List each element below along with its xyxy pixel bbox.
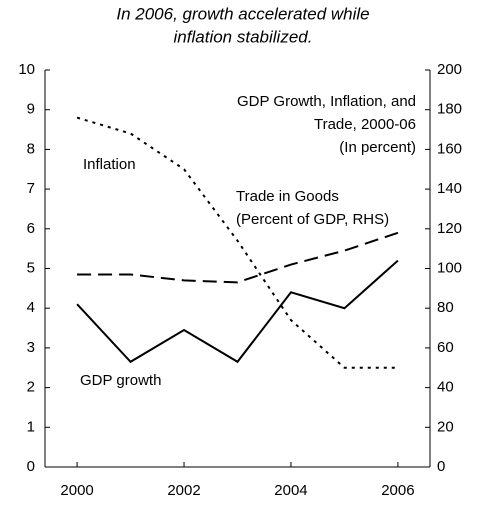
- series-label: GDP growth: [80, 372, 161, 389]
- y2-tick-label: 140: [437, 180, 462, 197]
- y2-tick-label: 40: [437, 379, 454, 396]
- subtitle: (In percent): [339, 139, 416, 156]
- y2-tick-label: 160: [437, 140, 462, 157]
- subtitle: Trade, 2000-06: [314, 116, 416, 133]
- y-tick-label: 7: [27, 180, 35, 197]
- y2-tick-label: 200: [437, 61, 462, 78]
- series-label: Trade in Goods (Percent of GDP, RHS): [236, 188, 389, 228]
- x-tick-label: 2004: [274, 482, 307, 499]
- series-line: [76, 259, 399, 364]
- y2-tick-label: 20: [437, 418, 454, 435]
- series-label: Inflation: [83, 156, 136, 173]
- y-tick-label: 8: [27, 140, 35, 157]
- y-tick-label: 0: [27, 458, 35, 475]
- x-tick-label: 2006: [381, 482, 414, 499]
- y2-tick-label: 0: [437, 458, 445, 475]
- y2-tick-label: 60: [437, 339, 454, 356]
- y-tick-label: 3: [27, 339, 35, 356]
- series-line: [76, 116, 398, 369]
- chart-title: inflation stabilized.: [174, 27, 313, 46]
- y-tick-label: 1: [27, 418, 35, 435]
- chart-title: In 2006, growth accelerated while: [116, 4, 369, 23]
- y2-tick-label: 180: [437, 101, 462, 118]
- y-tick-label: 4: [27, 299, 35, 316]
- y-tick-label: 9: [27, 101, 35, 118]
- y2-tick-label: 100: [437, 259, 462, 276]
- x-tick-label: 2000: [60, 482, 93, 499]
- x-tick-label: 2002: [167, 482, 200, 499]
- y-tick-label: 10: [18, 61, 35, 78]
- y-tick-label: 5: [27, 259, 35, 276]
- y-tick-label: 6: [27, 220, 35, 237]
- subtitle: GDP Growth, Inflation, and: [237, 93, 416, 110]
- y2-tick-label: 120: [437, 220, 462, 237]
- series-line: [77, 231, 399, 284]
- y2-tick-label: 80: [437, 299, 454, 316]
- y-tick-label: 2: [27, 379, 35, 396]
